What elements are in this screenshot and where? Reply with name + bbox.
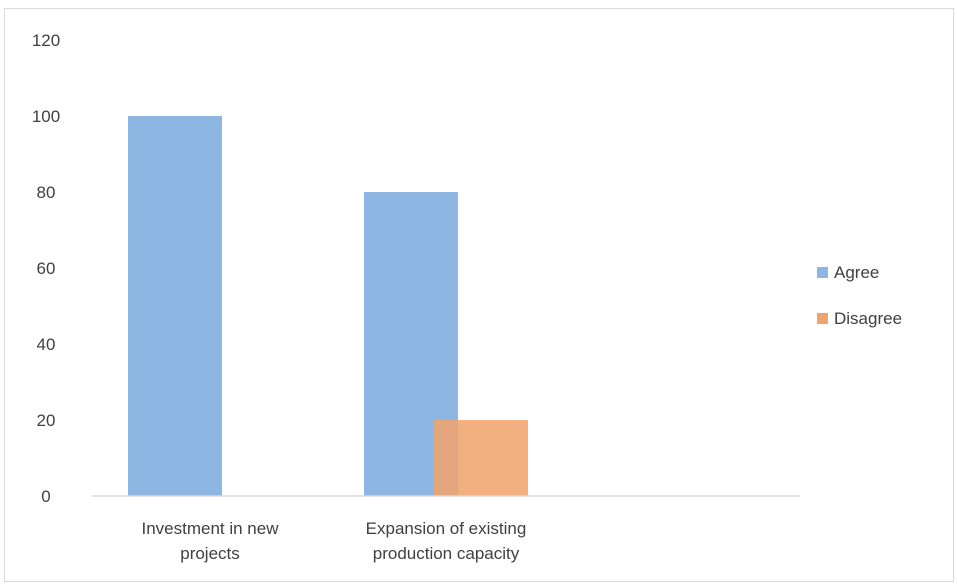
y-tick-label: 40 <box>37 335 56 354</box>
x-tick-label: production capacity <box>373 544 520 563</box>
legend-label: Agree <box>834 263 879 282</box>
bar-agree <box>128 116 222 496</box>
legend-swatch <box>817 313 828 324</box>
legend-label: Disagree <box>834 309 902 328</box>
y-tick-label: 60 <box>37 259 56 278</box>
bar-disagree <box>434 420 528 496</box>
y-tick-label: 20 <box>37 411 56 430</box>
y-axis: 0 20 40 60 80 100 120 <box>32 31 60 506</box>
x-tick-label: Expansion of existing <box>366 519 527 538</box>
y-tick-label: 120 <box>32 31 60 50</box>
legend: Agree Disagree <box>817 263 902 328</box>
y-tick-label: 100 <box>32 107 60 126</box>
x-tick-label: projects <box>180 544 240 563</box>
legend-swatch <box>817 267 828 278</box>
y-tick-label: 80 <box>37 183 56 202</box>
x-tick-label: Investment in new <box>141 519 279 538</box>
x-axis: Investment in new projects Expansion of ex… <box>141 519 526 563</box>
y-tick-label: 0 <box>41 487 50 506</box>
bars <box>128 116 528 496</box>
